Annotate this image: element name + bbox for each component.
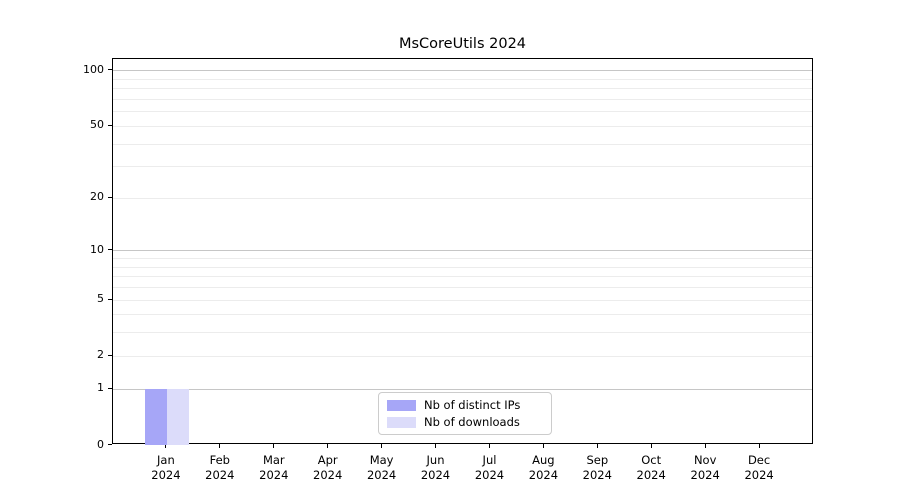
x-tick-mark-4 bbox=[327, 444, 329, 448]
x-tick-label-may-2024: May 2024 bbox=[366, 453, 397, 482]
x-tick-mark-3 bbox=[273, 444, 275, 448]
x-tick-mark-6 bbox=[434, 444, 437, 448]
minor-gridline-80 bbox=[113, 88, 812, 90]
x-tick-label-feb-2024: Feb 2024 bbox=[205, 453, 235, 482]
x-tick-mark-1 bbox=[165, 444, 167, 448]
y-tick-mark-2 bbox=[108, 354, 112, 356]
y-tick-label-20: 20 bbox=[90, 190, 104, 204]
minor-gridline-60 bbox=[113, 111, 812, 113]
y-tick-label-50: 50 bbox=[90, 118, 104, 132]
y-tick-label-1: 1 bbox=[97, 381, 104, 395]
x-tick-label-oct-2024: Oct 2024 bbox=[636, 453, 666, 482]
minor-gridline-90 bbox=[113, 78, 812, 80]
y-tick-mark-0 bbox=[108, 444, 112, 446]
legend-label: Nb of downloads bbox=[424, 415, 520, 429]
major-gridline-10 bbox=[113, 250, 812, 252]
minor-gridline-3 bbox=[113, 332, 812, 334]
x-tick-mark-10 bbox=[650, 444, 652, 448]
major-gridline-100 bbox=[113, 70, 812, 72]
x-tick-label-jun-2024: Jun 2024 bbox=[420, 453, 451, 482]
x-tick-mark-11 bbox=[704, 444, 706, 448]
minor-gridline-5 bbox=[113, 299, 812, 301]
bar-nb-of-downloads-jan-2024 bbox=[166, 388, 189, 445]
minor-gridline-20 bbox=[113, 197, 812, 199]
y-tick-mark-1 bbox=[108, 387, 112, 389]
y-tick-mark-100 bbox=[108, 69, 112, 71]
y-tick-label-10: 10 bbox=[90, 242, 104, 256]
x-tick-mark-8 bbox=[542, 444, 544, 448]
x-tick-label-mar-2024: Mar 2024 bbox=[259, 453, 289, 482]
legend: Nb of distinct IPs Nb of downloads bbox=[378, 392, 552, 435]
chart-title: MsCoreUtils 2024 bbox=[398, 36, 527, 52]
y-tick-mark-50 bbox=[108, 124, 112, 126]
y-tick-label-5: 5 bbox=[97, 292, 104, 305]
plot-area bbox=[112, 58, 813, 445]
y-tick-mark-20 bbox=[108, 196, 112, 198]
y-tick-label-0: 0 bbox=[97, 437, 104, 451]
x-tick-label-apr-2024: Apr 2024 bbox=[313, 453, 343, 482]
x-tick-label-sep-2024: Sep 2024 bbox=[582, 453, 612, 482]
legend-row-1: Nb of downloads bbox=[387, 415, 543, 429]
legend-swatch-icon bbox=[387, 416, 416, 428]
x-tick-mark-12 bbox=[758, 444, 760, 448]
minor-gridline-4 bbox=[113, 314, 812, 316]
minor-gridline-6 bbox=[113, 287, 812, 288]
x-tick-label-dec-2024: Dec 2024 bbox=[744, 453, 774, 482]
legend-swatch-icon bbox=[387, 399, 416, 411]
minor-gridline-7 bbox=[113, 276, 812, 278]
y-tick-mark-5 bbox=[108, 298, 112, 300]
legend-row-0: Nb of distinct IPs bbox=[387, 398, 543, 412]
minor-gridline-2 bbox=[113, 355, 812, 357]
major-gridline-1 bbox=[113, 388, 812, 390]
minor-gridline-70 bbox=[113, 98, 812, 100]
x-tick-mark-9 bbox=[596, 444, 598, 448]
x-tick-label-jan-2024: Jan 2024 bbox=[151, 453, 181, 482]
minor-gridline-50 bbox=[113, 125, 812, 127]
y-tick-label-100: 100 bbox=[83, 62, 104, 76]
y-tick-mark-10 bbox=[108, 249, 112, 251]
minor-gridline-8 bbox=[113, 266, 812, 268]
x-tick-label-jul-2024: Jul 2024 bbox=[474, 453, 505, 482]
x-tick-mark-7 bbox=[488, 444, 491, 448]
bar-nb-of-distinct-ips-jan-2024 bbox=[145, 388, 167, 445]
x-tick-label-aug-2024: Aug 2024 bbox=[528, 453, 559, 482]
x-tick-mark-2 bbox=[219, 444, 221, 448]
legend-label: Nb of distinct IPs bbox=[424, 398, 521, 412]
minor-gridline-40 bbox=[113, 143, 812, 145]
y-tick-label-2: 2 bbox=[97, 348, 104, 362]
minor-gridline-9 bbox=[113, 258, 812, 259]
x-tick-label-nov-2024: Nov 2024 bbox=[690, 453, 720, 482]
minor-gridline-30 bbox=[113, 166, 812, 168]
x-tick-mark-5 bbox=[381, 444, 383, 448]
